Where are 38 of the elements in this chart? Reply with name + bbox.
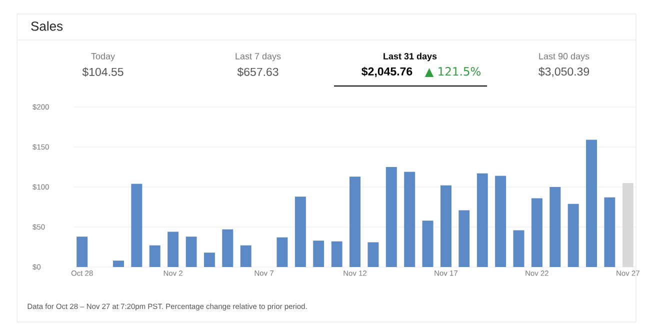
bar <box>586 140 598 267</box>
bar <box>350 176 361 267</box>
bar <box>458 210 470 267</box>
bar <box>131 184 142 267</box>
bar <box>294 196 306 267</box>
bar <box>222 229 234 267</box>
bar <box>550 187 561 267</box>
text: $3,050.39 <box>538 67 590 77</box>
text: Today <box>91 52 115 62</box>
bar <box>386 167 397 267</box>
text: $657.63 <box>237 67 278 77</box>
text: Last 90 days <box>539 52 590 62</box>
bar <box>404 172 416 267</box>
bar <box>204 252 215 267</box>
bar <box>513 230 524 267</box>
text: ▲ 121.5% <box>424 67 481 77</box>
bar <box>531 198 542 267</box>
text: $2,045.76 <box>362 66 412 78</box>
text: $104.55 <box>82 67 124 77</box>
bar <box>368 242 379 267</box>
bar <box>276 237 288 267</box>
bar <box>476 173 488 267</box>
bar <box>168 232 179 267</box>
bar <box>568 204 579 267</box>
text: Last 31 days <box>384 52 437 62</box>
bar <box>331 241 342 267</box>
bar <box>149 245 160 267</box>
bar <box>240 245 252 267</box>
bar <box>422 220 434 267</box>
bar <box>495 176 506 267</box>
bar <box>440 185 452 267</box>
bar <box>604 197 616 267</box>
bar <box>76 236 88 267</box>
bar <box>186 236 197 267</box>
text: Last 7 days <box>236 52 281 62</box>
bar <box>112 260 124 267</box>
chart-title: Sales <box>31 21 63 31</box>
bar <box>313 240 324 267</box>
